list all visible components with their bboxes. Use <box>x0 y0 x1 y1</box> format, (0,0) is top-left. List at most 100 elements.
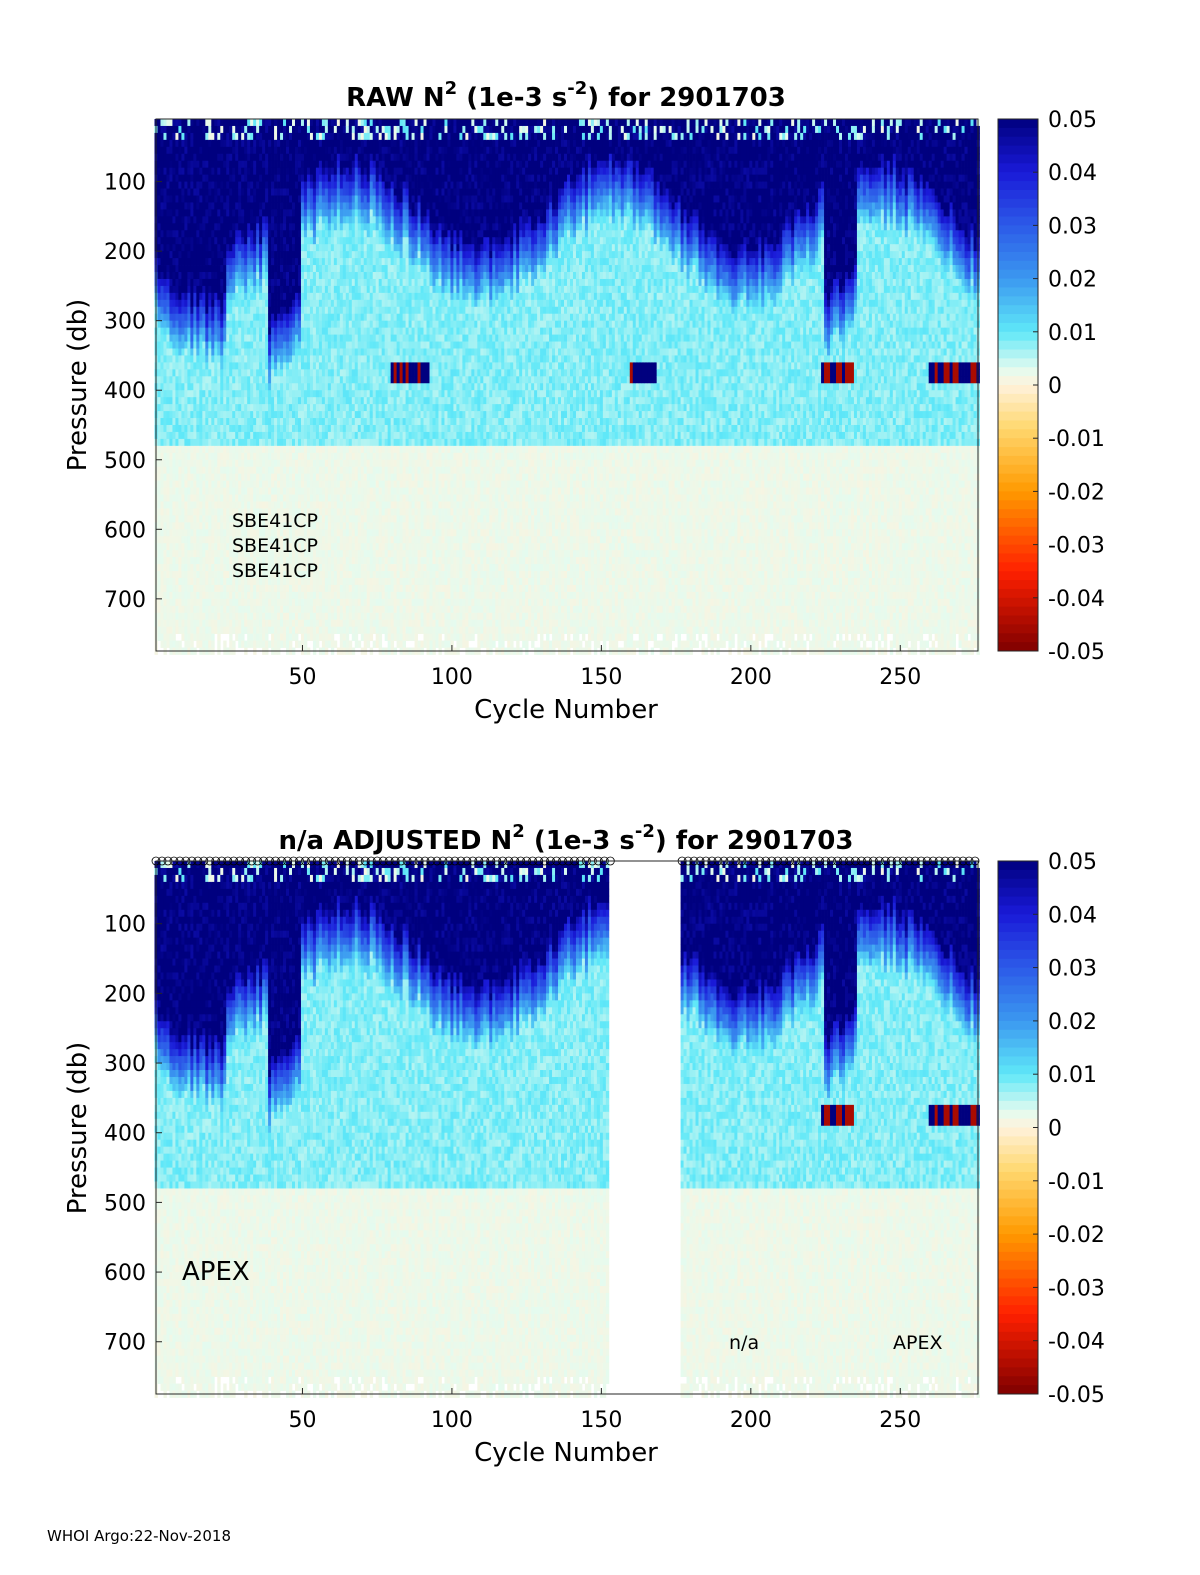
heat-cell <box>181 314 184 321</box>
heat-cell <box>235 140 238 147</box>
heat-cell <box>160 397 163 404</box>
heat-cell <box>181 508 184 515</box>
heat-cell <box>193 237 196 244</box>
heat-cell <box>271 230 274 237</box>
heat-cell <box>283 383 286 390</box>
heat-cell <box>220 418 223 425</box>
heat-cell <box>277 265 280 272</box>
heat-cell <box>184 578 187 585</box>
heat-cell <box>268 348 271 355</box>
heat-cell <box>160 515 163 522</box>
heat-cell <box>172 244 175 251</box>
heat-cell <box>244 439 247 446</box>
heat-cell <box>274 279 277 286</box>
heat-cell <box>232 133 235 140</box>
heat-cell <box>238 453 241 460</box>
heat-cell <box>253 223 256 230</box>
heat-cell <box>271 397 274 404</box>
heat-cell <box>232 314 235 321</box>
heat-cell <box>220 495 223 502</box>
heat-cell <box>193 258 196 265</box>
heat-cell <box>160 501 163 508</box>
heat-cell <box>268 279 271 286</box>
heat-cell <box>223 383 226 390</box>
heat-cell <box>247 175 250 182</box>
heat-cell <box>238 147 241 154</box>
heat-cell <box>241 453 244 460</box>
heat-cell <box>172 564 175 571</box>
heat-cell <box>217 147 220 154</box>
heat-cell <box>271 376 274 383</box>
heat-cell <box>166 599 169 606</box>
heat-cell <box>247 293 250 300</box>
heat-cell <box>235 321 238 328</box>
heat-cell <box>163 244 166 251</box>
heat-cell <box>220 272 223 279</box>
heat-cell <box>202 133 205 140</box>
heat-cell <box>220 620 223 627</box>
heat-cell <box>187 272 190 279</box>
heat-cell <box>166 265 169 272</box>
heat-cell <box>169 383 172 390</box>
heat-cell <box>193 244 196 251</box>
heat-cell <box>238 348 241 355</box>
heat-cell <box>169 522 172 529</box>
heat-cell <box>205 529 208 536</box>
heat-cell <box>208 453 211 460</box>
heat-cell <box>238 265 241 272</box>
heat-cell <box>229 119 232 126</box>
heat-cell <box>202 557 205 564</box>
heat-cell <box>184 613 187 620</box>
heat-cell <box>286 390 289 397</box>
heat-cell <box>157 592 160 599</box>
heat-cell <box>208 196 211 203</box>
heat-cell <box>277 251 280 258</box>
heat-cell <box>265 592 268 599</box>
heat-cell <box>193 202 196 209</box>
heat-cell <box>211 606 214 613</box>
heat-cell <box>226 223 229 230</box>
heat-cell <box>268 585 271 592</box>
heat-cell <box>265 453 268 460</box>
heat-cell <box>217 536 220 543</box>
heat-cell <box>211 161 214 168</box>
heat-cell <box>175 154 178 161</box>
heat-cell <box>157 515 160 522</box>
heat-cell <box>163 258 166 265</box>
heat-cell <box>229 307 232 314</box>
heat-cell <box>214 251 217 258</box>
heat-cell <box>217 272 220 279</box>
heat-cell <box>172 328 175 335</box>
heat-cell <box>247 641 250 648</box>
heat-cell <box>283 307 286 314</box>
heat-cell <box>163 286 166 293</box>
heat-cell <box>169 216 172 223</box>
heat-cell <box>190 425 193 432</box>
heat-cell <box>226 536 229 543</box>
heat-cell <box>235 175 238 182</box>
heat-cell <box>181 481 184 488</box>
heat-cell <box>271 411 274 418</box>
heat-cell <box>214 439 217 446</box>
heat-cell <box>181 529 184 536</box>
heat-cell <box>163 314 166 321</box>
heat-cell <box>220 404 223 411</box>
heat-cell <box>166 182 169 189</box>
heat-cell <box>199 182 202 189</box>
heat-cell <box>247 161 250 168</box>
heat-cell <box>202 251 205 258</box>
heat-cell <box>217 335 220 342</box>
heat-cell <box>244 369 247 376</box>
heat-cell <box>229 189 232 196</box>
heat-cell <box>259 244 262 251</box>
heat-cell <box>217 182 220 189</box>
heat-cell <box>175 230 178 237</box>
heat-cell <box>217 251 220 258</box>
heat-cell <box>286 453 289 460</box>
heat-cell <box>223 432 226 439</box>
heat-cell <box>259 460 262 467</box>
heat-cell <box>217 529 220 536</box>
heat-cell <box>283 348 286 355</box>
heat-cell <box>277 244 280 251</box>
heat-cell <box>163 140 166 147</box>
